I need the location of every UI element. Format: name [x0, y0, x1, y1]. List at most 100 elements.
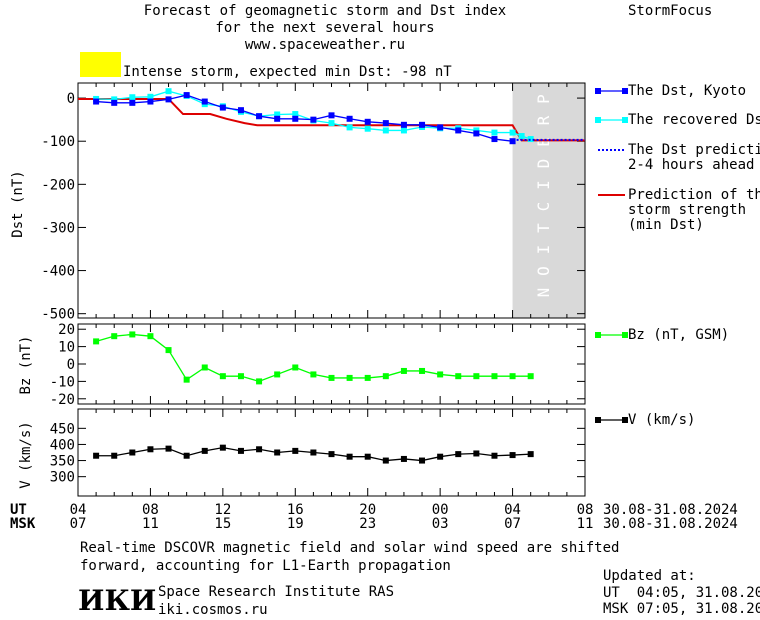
- bz-series-0-point: [237, 373, 244, 380]
- dst-series-0-point: [437, 124, 444, 131]
- prediction-band: [512, 83, 585, 318]
- v-series-0-point: [509, 452, 516, 459]
- dst-series-0-point: [455, 127, 462, 134]
- bz-series-0-point: [527, 373, 534, 380]
- bz-series-0-point: [346, 374, 353, 381]
- msk-tick-label: 15: [214, 516, 232, 532]
- dst-series-1-point: [147, 93, 154, 100]
- v-ytick-label: 300: [50, 470, 75, 486]
- v-ytick-label: 450: [50, 421, 75, 437]
- dst-series-1-point: [473, 127, 480, 134]
- bz-series-0-point: [93, 338, 100, 345]
- dst-series-1-point: [129, 94, 136, 101]
- updated-label: Updated at:: [603, 568, 696, 584]
- legend-dst-kyoto-swatch-point: [622, 88, 628, 94]
- prediction-label-char: N: [534, 288, 553, 298]
- bz-ytick-label: 10: [58, 340, 75, 356]
- dst-series-0-point: [274, 115, 281, 122]
- dst-series-0-point: [111, 99, 118, 106]
- msk-date-range: 30.08-31.08.2024: [603, 516, 738, 532]
- dst-ytick-label: -200: [41, 177, 75, 193]
- v-ytick-label: 400: [50, 437, 75, 453]
- bz-series-0-point: [219, 373, 226, 380]
- v-axis-label: V (km/s): [18, 421, 34, 489]
- v-series-0-point: [364, 453, 371, 460]
- chart-title-url: www.spaceweather.ru: [244, 37, 406, 53]
- bz-series-0-point: [419, 367, 426, 374]
- bz-series-0-point: [364, 374, 371, 381]
- msk-tick-label: 11: [141, 516, 159, 532]
- ut-tick-label: 04: [69, 502, 87, 518]
- ut-row-label: UT: [10, 502, 27, 518]
- dst-series-1-point: [518, 133, 525, 140]
- bz-axis-label: Bz (nT): [18, 335, 34, 395]
- institute-name: Space Research Institute RAS: [158, 584, 395, 600]
- v-series-0-point: [147, 446, 154, 453]
- v-series-0-point: [111, 452, 118, 459]
- v-series-0-point: [346, 453, 353, 460]
- bz-series-0-point: [111, 333, 118, 340]
- v-series-0-point: [491, 452, 498, 459]
- bz-panel-frame: [77, 323, 586, 405]
- prediction-label-char: C: [534, 202, 553, 212]
- dst-series-1-point: [364, 125, 371, 132]
- prediction-label-char: E: [534, 137, 553, 147]
- dst-series-0-point: [419, 121, 426, 128]
- prediction-label-char: P: [534, 94, 553, 104]
- v-series-0-point: [310, 449, 317, 456]
- v-series-0-point: [328, 451, 335, 458]
- v-series-0-point: [419, 457, 426, 464]
- bz-series-0-point: [256, 378, 263, 385]
- v-series-0-point: [256, 446, 263, 453]
- dst-ytick-label: 0: [67, 91, 75, 107]
- v-series-0-point: [527, 451, 534, 458]
- v-series-0-point: [129, 449, 136, 456]
- dst-series-1-point: [527, 136, 534, 143]
- bz-series-0-point: [201, 364, 208, 371]
- bz-ytick-label: -10: [50, 374, 75, 390]
- chart-title-line-2: for the next several hours: [215, 20, 435, 36]
- v-series-0-point: [274, 449, 281, 456]
- legend-bz: Bz (nT, GSM): [628, 327, 730, 343]
- updated-msk: MSK 07:05, 31.08.2024: [603, 601, 760, 617]
- brand-label: StormFocus: [628, 3, 713, 19]
- dst-series-1-point: [346, 124, 353, 131]
- storm-status-text: Intense storm, expected min Dst: -98 nT: [123, 64, 452, 80]
- dst-axis-label: Dst (nT): [10, 170, 26, 238]
- bz-series-0-point: [129, 331, 136, 338]
- dst-series-1-line: [96, 90, 531, 140]
- msk-tick-label: 07: [69, 516, 87, 532]
- bz-series-0-point: [400, 367, 407, 374]
- bz-series-0-point: [382, 373, 389, 380]
- dst-series-1-point: [328, 120, 335, 127]
- dst-ytick-label: -400: [41, 264, 75, 280]
- dst-series-1-point: [292, 111, 299, 118]
- dst-series-0-point: [382, 120, 389, 127]
- ut-tick-label: 20: [359, 502, 377, 518]
- v-series-0-point: [292, 447, 299, 454]
- dst-series-0-point: [310, 116, 317, 123]
- v-ytick-label: 350: [50, 454, 75, 470]
- bz-series-0-point: [310, 371, 317, 378]
- prediction-label-char: I: [534, 245, 553, 255]
- ut-tick-label: 12: [214, 502, 232, 518]
- prediction-label-char: T: [534, 223, 553, 233]
- v-series-0-point: [219, 444, 226, 451]
- prediction-label-char: I: [534, 180, 553, 190]
- bz-series-0-point: [491, 373, 498, 380]
- v-series-0-point: [165, 445, 172, 452]
- legend-recovered-swatch-point: [622, 117, 628, 123]
- dst-series-0-point: [292, 115, 299, 122]
- legend-bz-swatch-point: [595, 332, 601, 338]
- dst-series-0-point: [147, 98, 154, 105]
- msk-row-label: MSK: [10, 516, 36, 532]
- msk-tick-label: 03: [431, 516, 449, 532]
- dst-series-0-point: [364, 118, 371, 125]
- bz-ytick-label: 20: [58, 322, 75, 338]
- v-series-0-point: [455, 451, 462, 458]
- dst-series-3-line: [78, 97, 585, 142]
- v-series-0-point: [237, 447, 244, 454]
- chart-title-line-1: Forecast of geomagnetic storm and Dst in…: [143, 3, 507, 19]
- ut-tick-label: 08: [141, 502, 159, 518]
- dst-series-0-point: [491, 136, 498, 143]
